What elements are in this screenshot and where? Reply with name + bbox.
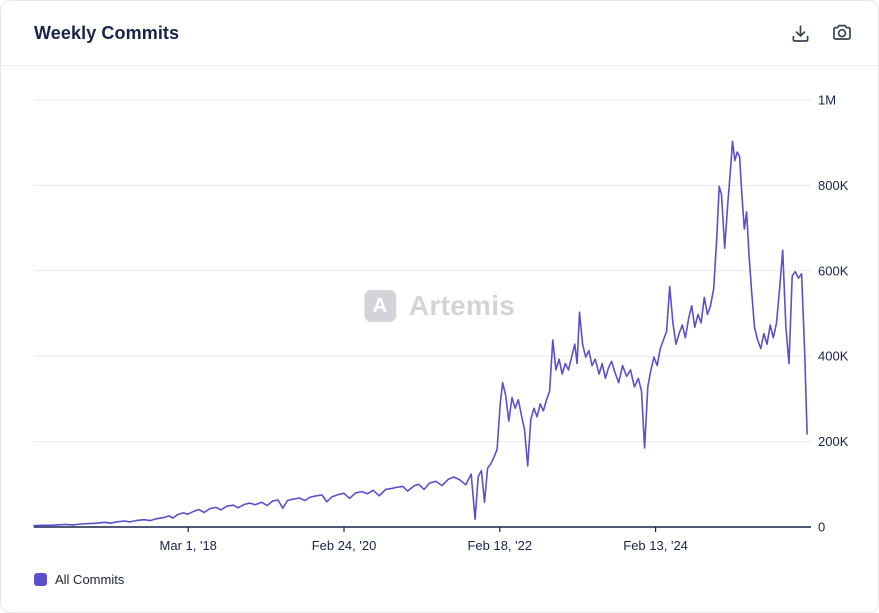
header-actions: [787, 19, 856, 47]
x-axis-label: Mar 1, '18: [160, 538, 217, 553]
page-title: Weekly Commits: [34, 22, 180, 43]
chart-legend: All Commits: [1, 566, 878, 612]
chart-area: 0 200K 400K 600K 800K 1M Mar 1, '18 Feb 24, '20…: [1, 66, 878, 566]
commits-line-chart: 0 200K 400K 600K 800K 1M Mar 1, '18 Feb 24, '20…: [33, 93, 849, 553]
y-axis-label: 800K: [818, 178, 849, 193]
download-button[interactable]: [787, 20, 814, 47]
x-axis-label: Feb 13, '24: [623, 538, 688, 553]
camera-icon: [831, 22, 853, 44]
card-header: Weekly Commits: [1, 1, 878, 66]
y-axis-label: 1M: [818, 93, 836, 108]
legend-swatch: [34, 573, 47, 586]
x-axis-label: Feb 24, '20: [312, 538, 377, 553]
legend-label: All Commits: [55, 572, 125, 587]
download-icon: [790, 23, 811, 44]
y-axis-label: 600K: [818, 263, 849, 278]
y-axis-label: 0: [818, 520, 825, 535]
y-axis-label: 200K: [818, 434, 849, 449]
screenshot-button[interactable]: [828, 19, 856, 47]
legend-item-all-commits[interactable]: All Commits: [34, 572, 124, 587]
series-line-all-commits: [33, 140, 808, 527]
x-axis-label: Feb 18, '22: [467, 538, 532, 553]
y-axis-label: 400K: [818, 349, 849, 364]
